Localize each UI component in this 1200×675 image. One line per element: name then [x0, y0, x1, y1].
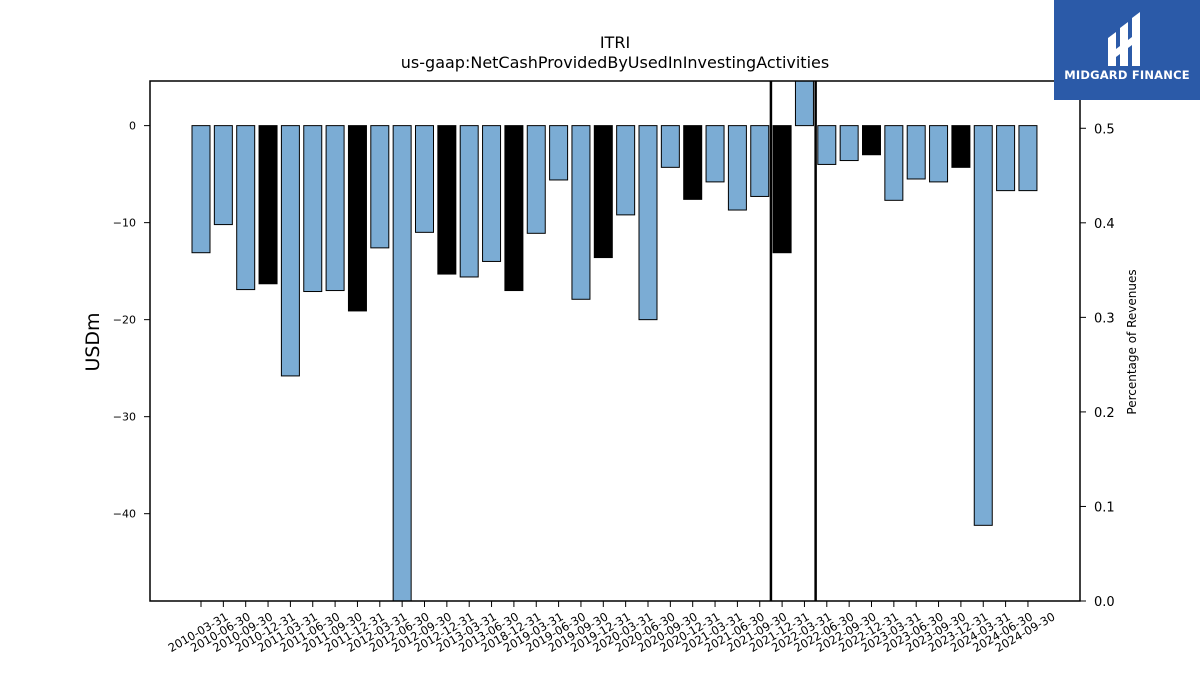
y-tick-label: 0 [129, 120, 136, 133]
bar-2023-03-31 [884, 125, 904, 201]
bar-2011-06-30 [303, 125, 323, 293]
bar-2010-12-31 [258, 125, 278, 285]
y2-axis-label: Percentage of Revenues [1125, 269, 1139, 414]
bar-2019-06-30 [549, 125, 569, 181]
x-ticks-layer: 2010-03-312010-06-302010-09-302010-12-31… [166, 601, 1057, 655]
y-axis-label: USDm [82, 312, 104, 371]
bar-2010-03-31 [191, 125, 211, 254]
bar-2024-09-30 [1018, 125, 1038, 192]
bar-2012-06-30 [392, 125, 412, 601]
bar-2018-12-31 [504, 125, 524, 292]
bar-2019-03-31 [526, 125, 546, 234]
y2-tick-label: 0.3 [1094, 311, 1115, 326]
bar-2021-09-30 [750, 125, 770, 197]
y2-tick-label: 0.1 [1094, 500, 1115, 515]
vertical-lines-layer [769, 81, 817, 601]
y2-tick-label: 0.4 [1094, 217, 1115, 232]
midgard-logo-icon [1108, 12, 1140, 66]
bar-2019-09-30 [571, 125, 591, 300]
bar-2010-06-30 [213, 125, 233, 226]
bar-2022-06-30 [817, 125, 837, 165]
bar-2020-12-31 [683, 125, 703, 200]
y2-tick-label: 0.2 [1094, 406, 1115, 421]
brand-logo: MIDGARD FINANCE [1054, 0, 1200, 100]
bar-2022-09-30 [839, 125, 859, 162]
bar-2021-03-31 [705, 125, 725, 183]
bar-2020-06-30 [638, 125, 658, 321]
y2-ticks-layer: 0.0 0.1 0.2 0.3 0.4 0.5 [1080, 122, 1115, 610]
y-tick-label: −40 [113, 508, 136, 521]
bar-2020-09-30 [660, 125, 680, 168]
bar-2013-06-30 [482, 125, 502, 262]
bar-2023-06-30 [906, 125, 926, 180]
bar-2021-06-30 [727, 125, 747, 211]
bar-2011-03-31 [280, 125, 300, 377]
y-ticks-layer: 0 −10 −20 −30 −40 [113, 120, 150, 521]
bar-2020-03-31 [616, 125, 636, 216]
chart-title: ITRI [600, 33, 630, 52]
y2-tick-label: 0.0 [1094, 595, 1115, 610]
bar-2012-03-31 [370, 125, 390, 249]
plot-frame [149, 80, 1081, 602]
y-tick-label: −10 [113, 217, 136, 230]
bar-2011-09-30 [325, 125, 345, 292]
bar-2019-12-31 [593, 125, 613, 259]
bar-2022-03-31 [794, 81, 814, 127]
bar-2024-06-30 [996, 125, 1016, 192]
chart-subtitle: us-gaap:NetCashProvidedByUsedInInvesting… [401, 53, 829, 72]
axes-layer [149, 80, 1081, 602]
bar-2011-12-31 [347, 125, 367, 312]
bar-2023-09-30 [929, 125, 949, 183]
bar-2023-12-31 [951, 125, 971, 168]
bar-2021-12-31 [772, 125, 792, 254]
bar-2012-12-31 [437, 125, 457, 275]
bars-layer [191, 81, 1038, 601]
brand-name: MIDGARD FINANCE [1064, 68, 1190, 82]
bar-2012-09-30 [415, 125, 434, 233]
bar-2010-09-30 [236, 125, 256, 291]
bar-2013-03-31 [459, 125, 479, 278]
y-tick-label: −30 [113, 411, 136, 424]
y2-tick-label: 0.5 [1094, 122, 1115, 137]
bar-2022-12-31 [862, 125, 881, 156]
y-tick-label: −20 [113, 314, 136, 327]
bar-2024-03-31 [973, 125, 993, 526]
